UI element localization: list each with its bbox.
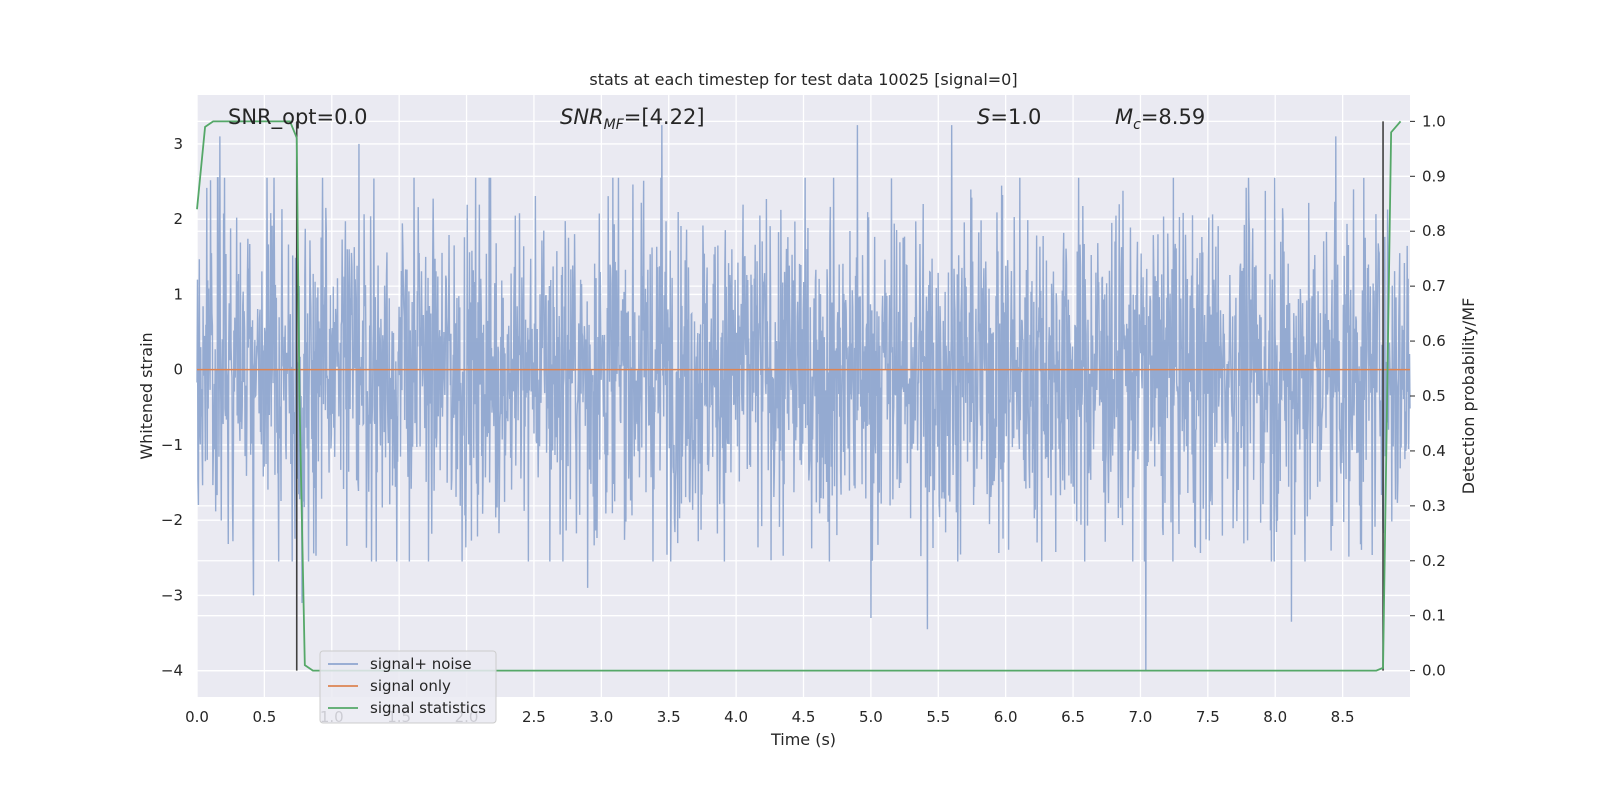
y-tick-label: −1 xyxy=(161,436,183,454)
y-right-tick-label: 0.1 xyxy=(1422,607,1446,625)
y-right-tick-label: 0.9 xyxy=(1422,167,1446,185)
x-tick-label: 0.0 xyxy=(185,708,209,726)
y-right-tick-label: 0.8 xyxy=(1422,222,1446,240)
y-right-tick-label: 0.7 xyxy=(1422,277,1446,295)
x-tick-label: 7.0 xyxy=(1129,708,1153,726)
annotation-mc: Mc=8.59 xyxy=(1115,105,1205,133)
x-axis-label: Time (s) xyxy=(770,730,836,749)
x-tick-label: 6.5 xyxy=(1061,708,1085,726)
annotation-mc-sub: c xyxy=(1133,117,1141,133)
y-tick-label: 0 xyxy=(173,361,183,379)
annotation-mc-base: M xyxy=(1115,105,1133,129)
x-tick-label: 2.5 xyxy=(522,708,546,726)
y-right-tick-label: 1.0 xyxy=(1422,112,1446,130)
y-tick-label: −3 xyxy=(161,586,183,604)
legend-box xyxy=(319,650,497,724)
y-tick-label: 3 xyxy=(173,135,183,153)
x-tick-label: 0.5 xyxy=(252,708,276,726)
annotation-s: S=1.0 xyxy=(977,105,1041,129)
annotation-s-base: S xyxy=(977,105,990,129)
annotation-snr-mf-sub: MF xyxy=(604,117,625,133)
y-tick-label: 1 xyxy=(173,285,183,303)
y-tick-label: −4 xyxy=(161,662,183,680)
chart-title: stats at each timestep for test data 100… xyxy=(589,70,1017,89)
x-tick-label: 8.5 xyxy=(1331,708,1355,726)
annotation-snr-opt: SNR_opt=0.0 xyxy=(228,105,368,130)
x-tick-label: 4.0 xyxy=(724,708,748,726)
annotation-snr-mf-base: SNR xyxy=(560,105,604,129)
x-tick-label: 3.0 xyxy=(589,708,613,726)
series-signal-statistics xyxy=(196,120,1402,672)
annotation-snr-mf: SNRMF=[4.22] xyxy=(560,105,705,133)
x-tick-label: 7.5 xyxy=(1196,708,1220,726)
y-axis-label: Whitened strain xyxy=(137,332,156,459)
y-right-tick-label: 0.0 xyxy=(1422,662,1446,680)
y-right-tick-label: 0.5 xyxy=(1422,387,1446,405)
series-signal-noise xyxy=(196,125,1411,671)
x-tick-label: 6.0 xyxy=(994,708,1018,726)
legend-label: signal only xyxy=(370,677,451,695)
y-right-tick-label: 0.3 xyxy=(1422,497,1446,515)
annotation-s-value: =1.0 xyxy=(990,105,1041,129)
legend-items: signal+ noise signal only signal statistic… xyxy=(328,655,486,717)
x-tick-label: 5.0 xyxy=(859,708,883,726)
x-tick-label: 3.5 xyxy=(657,708,681,726)
annotation-mc-value: =8.59 xyxy=(1141,105,1205,129)
legend-label: signal statistics xyxy=(370,699,486,717)
legend: signal+ noise signal only signal statistic… xyxy=(319,650,497,724)
x-tick-label: 5.5 xyxy=(926,708,950,726)
x-tick-label: 4.5 xyxy=(792,708,816,726)
y-right-tick-label: 0.2 xyxy=(1422,552,1446,570)
y-right-tick-label: 0.4 xyxy=(1422,442,1446,460)
annotation-snr-mf-value: =[4.22] xyxy=(624,105,705,129)
x-tick-label: 8.0 xyxy=(1263,708,1287,726)
y-tick-label: 2 xyxy=(173,210,183,228)
y-right-axis-label: Detection probability/MF xyxy=(1459,298,1478,495)
y-right-tick-label: 0.6 xyxy=(1422,332,1446,350)
series-layer xyxy=(196,120,1411,672)
y-tick-label: −2 xyxy=(161,511,183,529)
legend-label: signal+ noise xyxy=(370,655,472,673)
